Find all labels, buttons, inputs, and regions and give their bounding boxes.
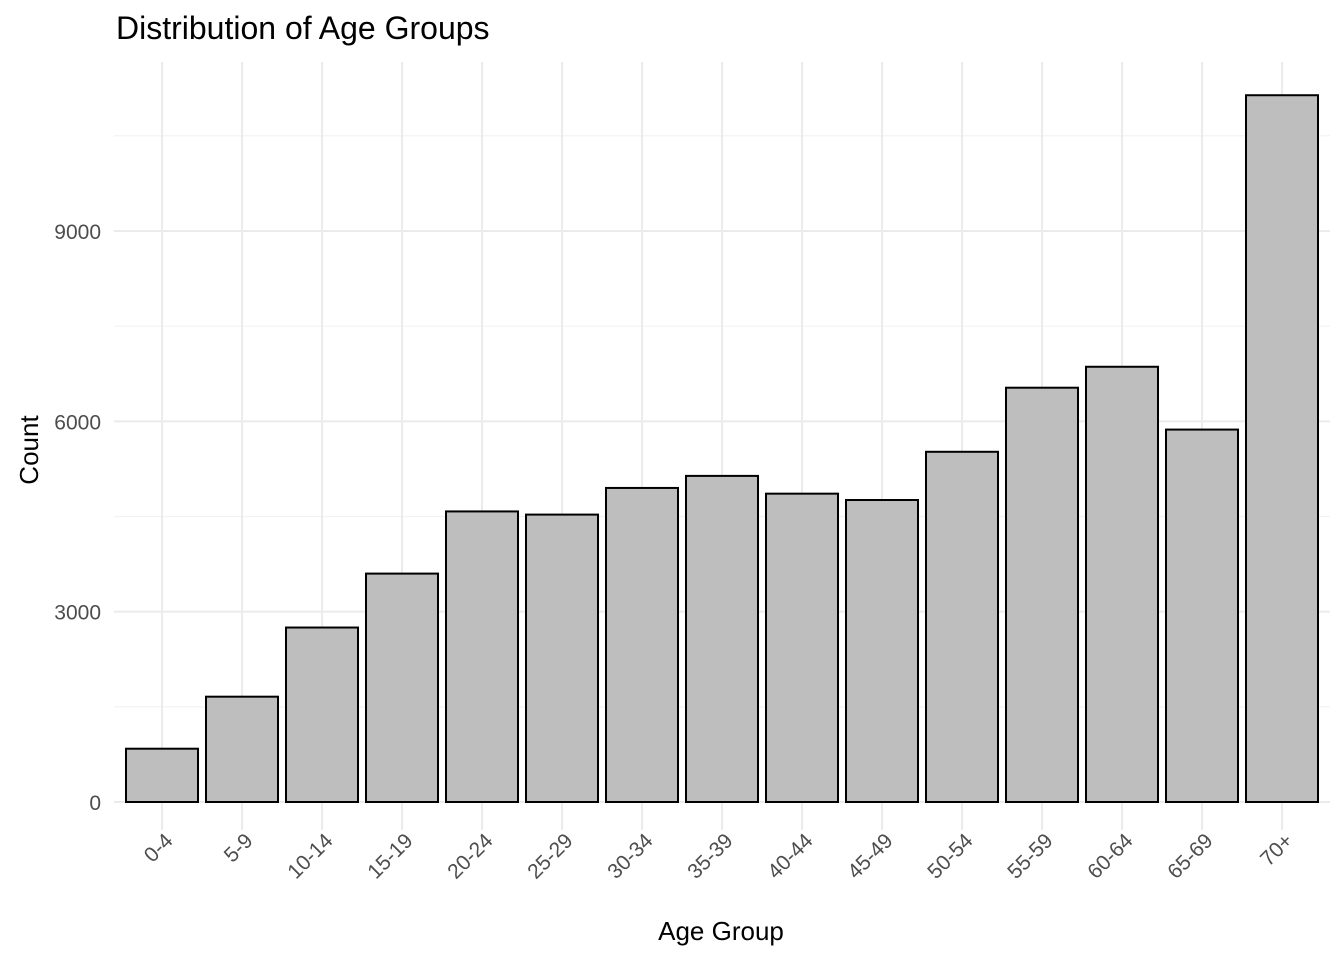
x-tick-label: 35-39 [683,829,737,883]
bar-60-64 [1085,365,1159,803]
x-tick-label: 15-19 [363,829,417,883]
bar-25-29 [525,513,599,803]
x-tick-label: 25-29 [523,829,577,883]
y-axis-ticks: 0 3000 6000 9000 [54,221,101,815]
bar-10-14 [285,626,359,803]
bar-15-19 [365,572,439,803]
x-tick-label: 40-44 [763,829,817,883]
x-tick-label: 60-64 [1083,829,1137,883]
bar-50-54 [925,450,999,803]
y-tick-label: 3000 [54,602,101,625]
x-axis-ticks: 0-4 5-9 10-14 15-19 20-24 25-29 30-34 35-39 40-4… [140,829,1298,883]
x-tick-label: 5-9 [220,829,258,867]
y-axis-label: Count [14,415,44,485]
bar-0-4 [125,747,199,803]
chart-title: Distribution of Age Groups [116,10,490,46]
x-tick-label: 30-34 [603,829,657,883]
bars [125,94,1319,804]
bar-45-49 [845,499,919,803]
x-tick-label: 20-24 [443,829,497,883]
bar-20-24 [445,510,519,803]
x-tick-label: 10-14 [283,829,337,883]
x-tick-label: 50-54 [923,829,977,883]
y-tick-label: 9000 [54,221,101,244]
y-tick-label: 0 [89,792,101,815]
x-tick-label: 70+ [1256,829,1297,870]
bar-5-9 [205,695,279,804]
bar-40-44 [765,492,839,803]
x-axis-label: Age Group [658,916,784,946]
x-tick-label: 45-49 [843,829,897,883]
bar-70+ [1245,94,1319,804]
bar-30-34 [605,486,679,803]
x-tick-label: 65-69 [1163,829,1217,883]
bar-55-59 [1005,386,1079,803]
bar-65-69 [1165,428,1239,803]
x-tick-label: 0-4 [140,829,178,867]
x-tick-label: 55-59 [1003,829,1057,883]
bar-35-39 [685,474,759,803]
y-tick-label: 6000 [54,411,101,434]
